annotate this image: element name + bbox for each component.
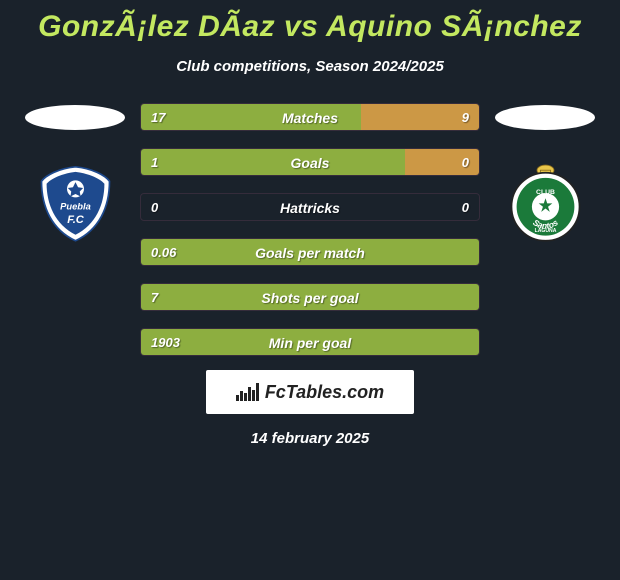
subtitle: Club competitions, Season 2024/2025	[0, 58, 620, 75]
stat-value-right: 0	[462, 149, 469, 175]
stat-row: 7Shots per goal	[140, 283, 480, 311]
club-logo-right: CLUB Santos LAGUNA	[503, 160, 588, 245]
bar-chart-icon	[236, 383, 259, 401]
page-title: GonzÃ¡lez DÃ­az vs Aquino SÃ¡nchez	[0, 0, 620, 44]
stat-row: 1Goals0	[140, 148, 480, 176]
branding-badge: FcTables.com	[206, 370, 414, 414]
stat-value-right: 9	[462, 104, 469, 130]
stat-label: Matches	[141, 104, 479, 130]
branding-text: FcTables.com	[265, 382, 384, 403]
stat-row: 1903Min per goal	[140, 328, 480, 356]
svg-text:LAGUNA: LAGUNA	[534, 228, 556, 234]
stat-row: 17Matches9	[140, 103, 480, 131]
stat-row: 0Hattricks0	[140, 193, 480, 221]
player-right-avatar-placeholder	[495, 105, 595, 130]
comparison-content: Puebla F.C 17Matches91Goals00Hattricks00…	[0, 103, 620, 356]
date-text: 14 february 2025	[0, 430, 620, 447]
stat-label: Shots per goal	[141, 284, 479, 310]
svg-text:F.C: F.C	[67, 214, 85, 226]
stat-label: Hattricks	[141, 194, 479, 220]
stat-label: Goals	[141, 149, 479, 175]
club-logo-left: Puebla F.C	[33, 160, 118, 245]
player-left-avatar-placeholder	[25, 105, 125, 130]
svg-text:CLUB: CLUB	[536, 189, 555, 196]
player-right-column: CLUB Santos LAGUNA	[495, 103, 595, 245]
stat-row: 0.06Goals per match	[140, 238, 480, 266]
stats-table: 17Matches91Goals00Hattricks00.06Goals pe…	[140, 103, 480, 356]
stat-label: Goals per match	[141, 239, 479, 265]
stat-label: Min per goal	[141, 329, 479, 355]
svg-text:Puebla: Puebla	[60, 201, 91, 211]
player-left-column: Puebla F.C	[25, 103, 125, 245]
stat-value-right: 0	[462, 194, 469, 220]
